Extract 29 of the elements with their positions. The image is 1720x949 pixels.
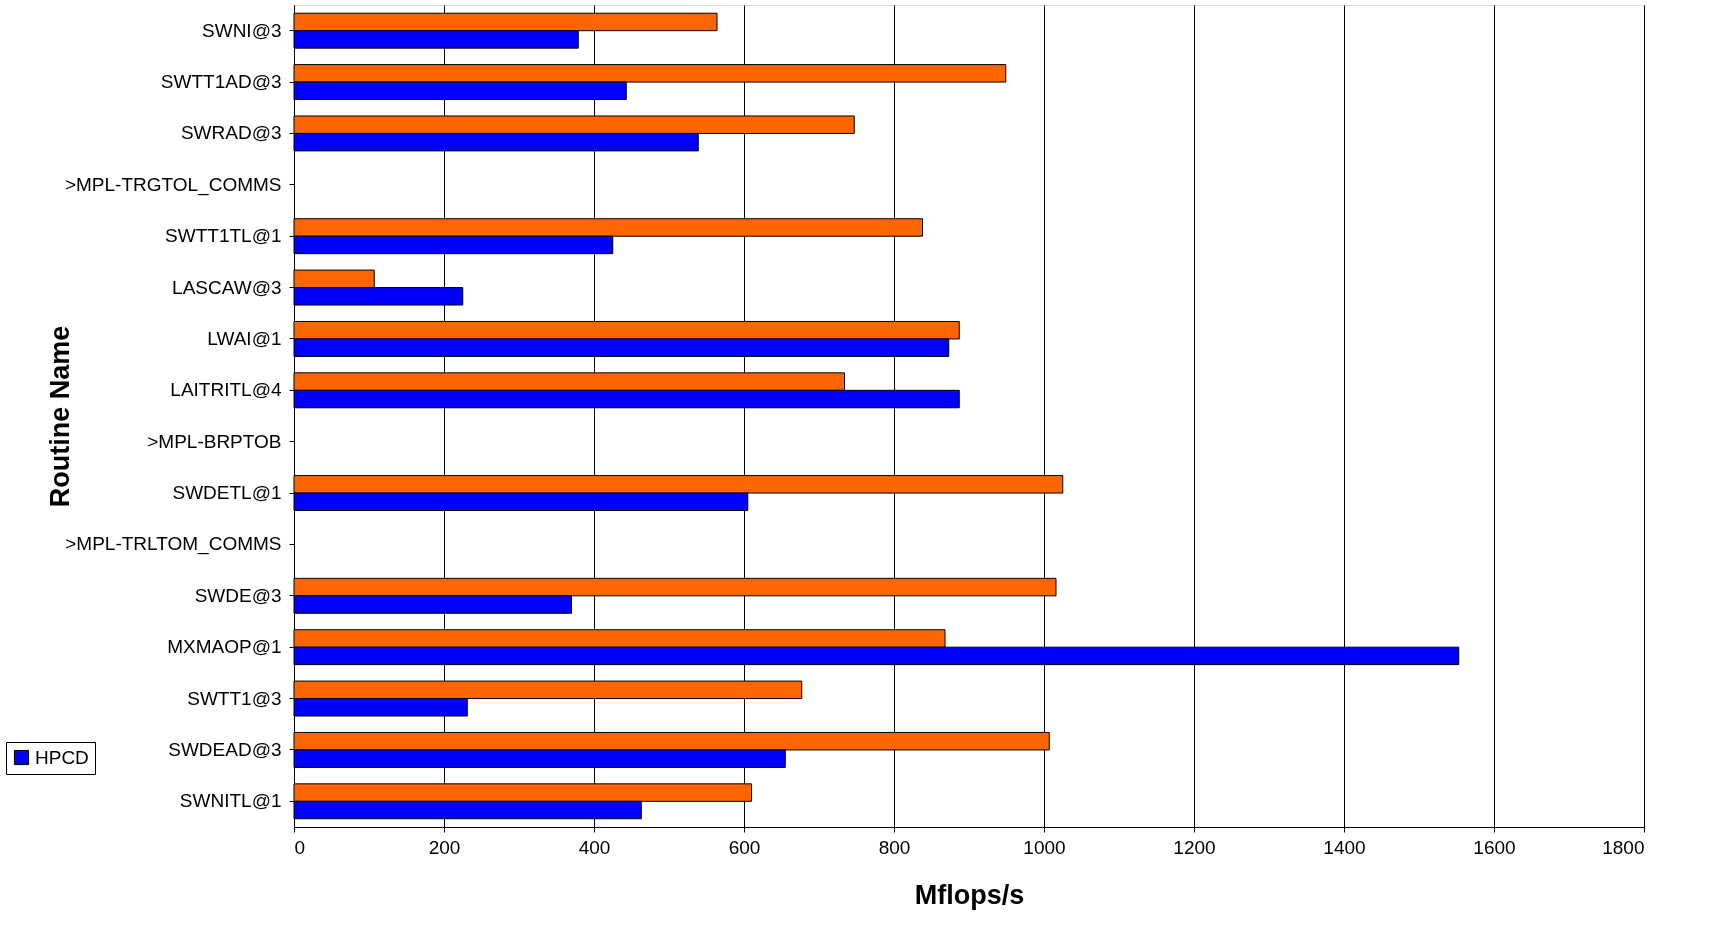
x-tick-label: 800 xyxy=(878,836,911,858)
y-tick-label: SWTT1AD@3 xyxy=(160,71,282,93)
x-tick-label: 0 xyxy=(294,836,306,858)
legend-label: HPCD xyxy=(35,746,89,768)
y-tick-label: >MPL-TRLTOM_COMMS xyxy=(65,533,282,556)
x-tick-label: 400 xyxy=(578,836,611,858)
x-tick-label: 1000 xyxy=(1023,836,1066,858)
y-tick-label: >MPL-TRGTOL_COMMS xyxy=(64,173,282,196)
y-tick-label: SWNITL@1 xyxy=(179,790,282,812)
y-tick-label: SWRAD@3 xyxy=(180,122,282,144)
x-tick-label: 600 xyxy=(728,836,761,858)
y-tick-label: SWTT1@3 xyxy=(187,687,282,709)
y-tick-label: SWDETL@1 xyxy=(172,482,282,504)
x-tick-label: 200 xyxy=(428,836,461,858)
y-tick-label: SWDE@3 xyxy=(194,584,282,606)
y-tick-label: SWNI@3 xyxy=(202,19,282,41)
x-tick-label: 1400 xyxy=(1323,836,1366,858)
x-tick-label: 1800 xyxy=(1602,836,1645,858)
y-tick-label: LASCAW@3 xyxy=(172,276,282,298)
y-tick-label: MXMAOP@1 xyxy=(167,636,282,658)
y-tick-label: LAITRITL@4 xyxy=(170,379,282,401)
y-tick-label: LWAI@1 xyxy=(207,327,282,349)
y-tick-label: >MPL-BRPTOB xyxy=(147,430,282,452)
x-tick-label: 1600 xyxy=(1473,836,1516,858)
y-tick-label: SWTT1TL@1 xyxy=(165,225,282,247)
x-tick-label: 1200 xyxy=(1173,836,1216,858)
y-axis-title: Routine Name xyxy=(44,325,75,508)
x-axis-title: Mflops/s xyxy=(914,879,1025,910)
y-tick-label: SWDEAD@3 xyxy=(168,738,282,760)
